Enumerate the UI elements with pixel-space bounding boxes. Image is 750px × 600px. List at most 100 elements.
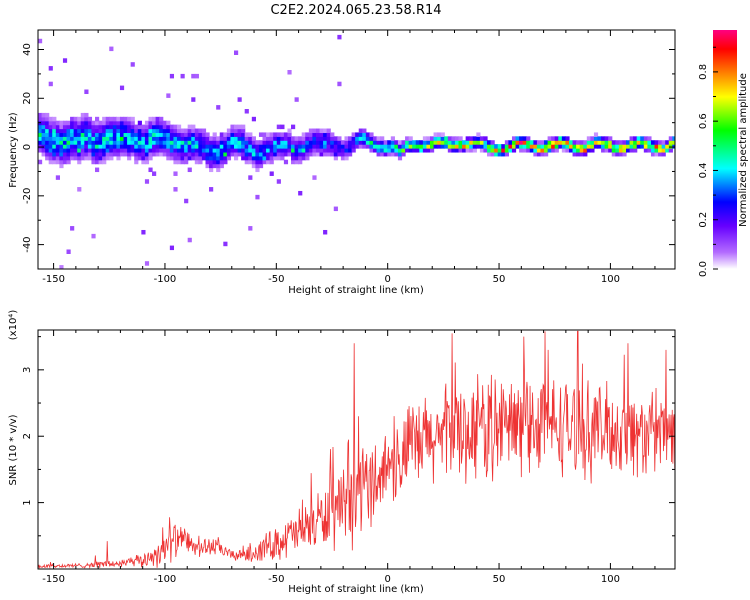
heatmap-cell	[148, 155, 153, 161]
heatmap-cell	[91, 155, 96, 161]
heatmap-cell	[134, 136, 139, 141]
heatmap-cell	[273, 148, 278, 153]
heatmap-cell	[176, 140, 182, 145]
heatmap-cell	[38, 144, 43, 149]
heatmap-cell	[169, 151, 175, 157]
heatmap-cell	[41, 120, 46, 126]
heatmap-cell	[219, 155, 224, 161]
heatmap-cell	[372, 144, 378, 149]
heatmap-cell	[98, 148, 103, 153]
heatmap-cell	[244, 155, 249, 161]
heatmap-cell	[369, 140, 374, 145]
heatmap-cell	[169, 140, 175, 145]
heatmap-cell	[490, 144, 495, 149]
heatmap-cell	[266, 144, 271, 149]
heatmap-cell	[127, 124, 132, 130]
heatmap-cell	[162, 132, 167, 137]
heatmap-cell	[159, 116, 164, 122]
heatmap-cell	[640, 140, 645, 145]
colorbar-label: Normalized spectral amplitude	[738, 73, 749, 227]
heatmap-cell	[187, 167, 192, 173]
heatmap-cell	[73, 140, 78, 145]
heatmap-cell	[70, 155, 75, 161]
heatmap-cell	[77, 187, 82, 192]
heatmap-cell	[298, 140, 303, 145]
heatmap-cell	[579, 144, 584, 149]
heatmap-cell	[159, 136, 164, 141]
heatmap-cell	[369, 132, 374, 137]
heatmap-cell	[365, 136, 371, 141]
heatmap-cell	[326, 132, 331, 137]
heatmap-cell	[241, 155, 246, 161]
heatmap-cell	[551, 136, 556, 141]
heatmap-cell	[91, 120, 96, 126]
heatmap-cell	[337, 140, 342, 145]
heatmap-cell	[608, 136, 613, 141]
y-tick-label: 40	[22, 43, 33, 56]
heatmap-cell	[273, 140, 278, 145]
heatmap-cell	[305, 155, 310, 161]
heatmap-cell	[244, 151, 249, 157]
heatmap-cell	[440, 140, 445, 145]
heatmap-cell	[62, 124, 68, 130]
heatmap-cell	[251, 155, 256, 161]
heatmap-cell	[283, 132, 289, 137]
heatmap-cell	[38, 124, 43, 130]
heatmap-cell	[244, 144, 249, 149]
colorbar-ticks: 0.0 0.2 0.4 0.6 0.8	[698, 46, 718, 277]
heatmap-cell	[301, 136, 306, 141]
heatmap-cell	[166, 136, 171, 141]
heatmap-cell	[565, 148, 570, 153]
heatmap-cell	[465, 136, 470, 141]
heatmap-cell	[223, 136, 228, 141]
heatmap-cell	[95, 124, 100, 130]
heatmap-cell	[223, 144, 228, 149]
heatmap-cell	[98, 159, 103, 165]
heatmap-cell	[184, 136, 189, 141]
heatmap-cell	[533, 144, 538, 149]
heatmap-cell	[622, 144, 627, 149]
heatmap-cell	[237, 140, 242, 145]
heatmap-cell	[447, 144, 452, 149]
heatmap-cell	[198, 140, 203, 145]
heatmap-cell	[611, 144, 616, 149]
heatmap-cell	[109, 144, 114, 149]
heatmap-cell	[269, 132, 274, 137]
heatmap-cell	[98, 120, 103, 126]
heatmap-cell	[351, 136, 356, 141]
heatmap-cell	[330, 151, 335, 157]
heatmap-cell	[109, 136, 114, 141]
heatmap-cell	[119, 132, 125, 137]
heatmap-cell	[130, 136, 135, 141]
heatmap-cell	[66, 132, 71, 137]
heatmap-cell	[244, 109, 249, 114]
heatmap-cell	[127, 132, 132, 137]
heatmap-cell	[159, 151, 164, 157]
heatmap-cell	[650, 151, 656, 157]
heatmap-cell	[112, 120, 117, 126]
heatmap-cell	[376, 144, 381, 149]
heatmap-cell	[487, 151, 492, 157]
heatmap-cell	[144, 120, 150, 126]
heatmap-cell	[387, 148, 392, 153]
heatmap-cell	[59, 265, 64, 269]
heatmap-cell	[84, 89, 89, 95]
heatmap-cell	[540, 148, 545, 153]
heatmap-cell	[326, 136, 331, 141]
heatmap-cell	[405, 148, 410, 153]
heatmap-cell	[405, 136, 410, 141]
heatmap-cell	[95, 155, 100, 161]
x-tick-label: 50	[493, 574, 506, 585]
heatmap-cell	[269, 144, 274, 149]
heatmap-cell	[447, 136, 452, 141]
heatmap-cell	[80, 112, 85, 118]
heatmap-cell	[369, 148, 374, 153]
heatmap-cell	[230, 132, 235, 137]
heatmap-cell	[615, 151, 620, 157]
heatmap-cell	[198, 128, 203, 134]
heatmap-cell	[319, 140, 324, 145]
heatmap-cell	[62, 144, 68, 149]
x-tick-label: 100	[601, 274, 620, 285]
heatmap-cell	[572, 151, 577, 157]
heatmap-cell	[98, 128, 103, 134]
